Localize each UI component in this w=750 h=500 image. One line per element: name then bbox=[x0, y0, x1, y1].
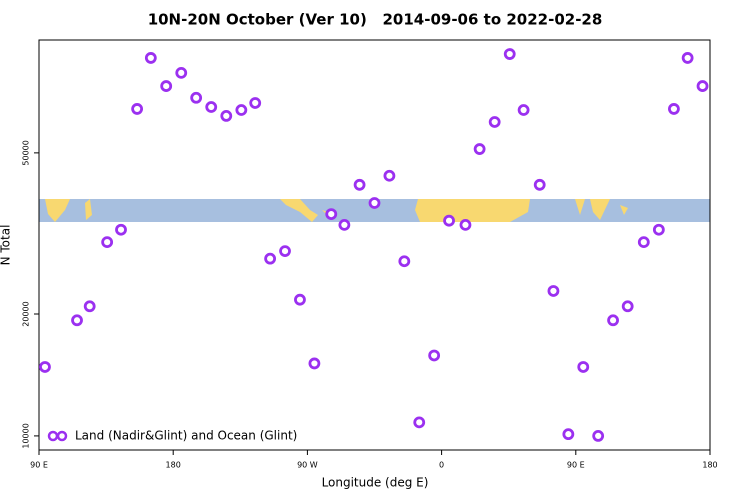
y-tick-label: 20000 bbox=[22, 301, 31, 326]
x-tick-label: 90 E bbox=[30, 461, 48, 470]
point bbox=[383, 169, 396, 182]
point bbox=[264, 252, 277, 265]
point bbox=[39, 361, 51, 373]
point bbox=[547, 285, 560, 297]
point bbox=[488, 116, 501, 128]
point bbox=[398, 255, 411, 268]
point bbox=[131, 103, 144, 115]
point bbox=[621, 300, 634, 313]
map-strip bbox=[39, 199, 710, 222]
point bbox=[592, 430, 605, 442]
x-tick-label: 180 bbox=[166, 461, 181, 470]
point bbox=[160, 80, 173, 92]
legend-label: Land (Nadir&Glint) and Ocean (Glint) bbox=[75, 429, 297, 443]
x-axis-label: Longitude (deg E) bbox=[322, 476, 429, 490]
point bbox=[308, 357, 321, 370]
x-tick-label: 90 W bbox=[297, 461, 318, 470]
point bbox=[338, 218, 351, 231]
legend-marker bbox=[47, 430, 59, 442]
point bbox=[279, 245, 291, 258]
point bbox=[443, 214, 455, 227]
point bbox=[428, 349, 441, 362]
point bbox=[71, 314, 83, 327]
y-tick-label: 50000 bbox=[22, 140, 31, 165]
point bbox=[459, 218, 472, 231]
point bbox=[175, 66, 188, 79]
point bbox=[607, 314, 619, 327]
point bbox=[220, 109, 233, 122]
point bbox=[533, 178, 546, 191]
point bbox=[249, 97, 262, 109]
point bbox=[144, 52, 157, 64]
point bbox=[294, 293, 306, 306]
plot-frame bbox=[38, 39, 711, 451]
x-tick-label: 90 E bbox=[567, 461, 585, 470]
point bbox=[353, 178, 366, 191]
y-axis-label: N Total bbox=[0, 225, 13, 266]
point bbox=[696, 80, 709, 92]
point bbox=[668, 103, 680, 115]
point bbox=[83, 300, 96, 313]
point bbox=[115, 223, 127, 236]
point bbox=[368, 197, 381, 209]
legend-marker bbox=[56, 430, 68, 442]
point bbox=[681, 52, 694, 64]
point bbox=[562, 428, 575, 441]
point bbox=[517, 104, 530, 116]
point bbox=[503, 48, 516, 60]
point bbox=[190, 91, 203, 104]
x-tick-label: 0 bbox=[439, 461, 444, 470]
chart-title: 10N-20N October (Ver 10) 2014-09-06 to 2… bbox=[148, 11, 603, 29]
point bbox=[325, 208, 338, 220]
point bbox=[637, 236, 650, 249]
point bbox=[101, 236, 114, 249]
point bbox=[235, 104, 248, 116]
x-tick-label: 180 bbox=[702, 461, 717, 470]
point bbox=[652, 223, 665, 236]
point bbox=[473, 143, 486, 155]
y-tick-label: 10000 bbox=[22, 423, 31, 448]
point bbox=[413, 416, 426, 429]
point bbox=[205, 101, 218, 113]
point bbox=[577, 361, 590, 373]
